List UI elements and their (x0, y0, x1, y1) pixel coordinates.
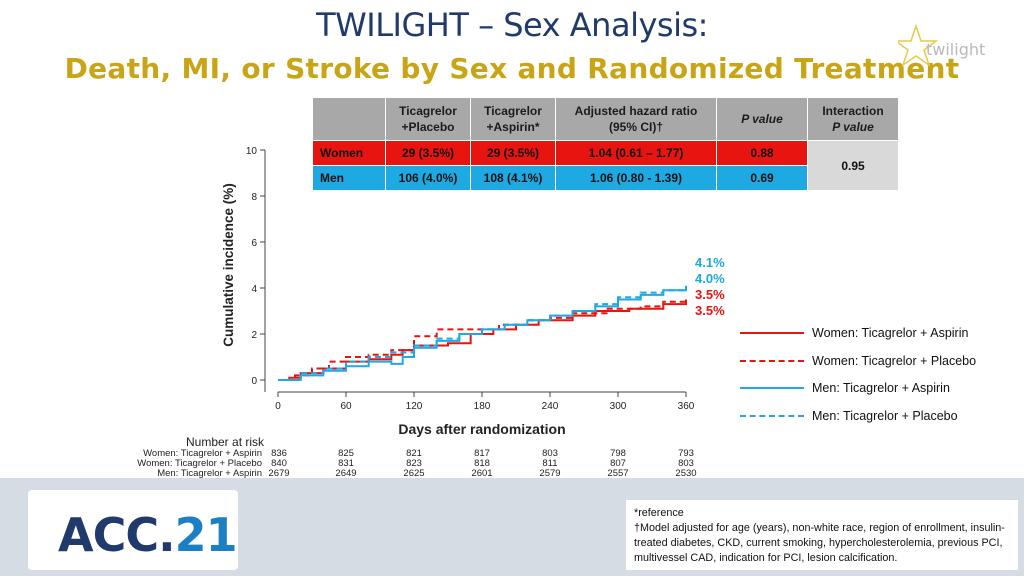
table-cell: 29 (3.5%) (386, 141, 470, 165)
end-value-label: 4.0% (695, 271, 725, 286)
table-cell: 108 (4.1%) (471, 166, 555, 190)
series-line-1 (278, 299, 687, 381)
risk-value: 2679 (268, 468, 290, 479)
y-axis-label: Cumulative incidence (%) (221, 183, 236, 347)
risk-value: 793 (678, 448, 694, 459)
risk-value: 2579 (539, 468, 561, 479)
risk-value: 2530 (675, 468, 697, 479)
end-value-label: 3.5% (695, 287, 725, 302)
risk-row-label: Men: Ticagrelor + Aspirin (157, 468, 262, 479)
x-tick-label: 120 (406, 401, 423, 412)
risk-value: 2625 (403, 468, 425, 479)
table-header-cell: Ticagrelor +Aspirin* (471, 98, 555, 140)
acc-logo-number: 21 (174, 508, 238, 562)
series-line-2 (278, 285, 687, 381)
table-header-cell: P value (717, 98, 807, 140)
acc-logo-main: ACC. (58, 508, 176, 562)
risk-value: 823 (406, 458, 422, 469)
series-line-0 (278, 299, 687, 381)
end-value-label: 3.5% (695, 303, 725, 318)
risk-value: 2557 (607, 468, 629, 479)
y-tick-label: 10 (246, 146, 258, 157)
legend-swatch (740, 359, 804, 362)
x-tick-label: 360 (678, 401, 695, 412)
table-row-women: Women 29 (3.5%) 29 (3.5%) 1.04 (0.61 – 1… (313, 141, 898, 190)
row-label: Men (313, 166, 385, 190)
legend-swatch (740, 387, 804, 389)
star-logo-icon (898, 24, 939, 67)
results-table: Ticagrelor +Placebo Ticagrelor +Aspirin* A… (312, 97, 899, 191)
risk-value: 825 (338, 448, 354, 459)
legend-item: Men: Ticagrelor + Placebo (740, 406, 958, 426)
legend-swatch (740, 414, 804, 417)
table-header-cell: Adjusted hazard ratio (95% CI)† (556, 98, 716, 140)
footnote-model: †Model adjusted for age (years), non-whi… (634, 522, 1005, 564)
risk-value: 818 (474, 458, 490, 469)
x-tick-label: 180 (474, 401, 491, 412)
risk-value: 840 (271, 458, 287, 469)
y-tick-label: 4 (251, 284, 257, 295)
table-row-men: Men 106 (4.0%) 108 (4.1%) 1.06 (0.80 - 1… (313, 166, 898, 190)
series-line-3 (278, 288, 687, 381)
interaction-p-cell: 0.95 (808, 141, 898, 190)
row-label: Women (313, 141, 385, 165)
risk-value: 836 (271, 448, 287, 459)
y-tick-label: 2 (251, 330, 257, 341)
risk-value: 817 (474, 448, 490, 459)
end-value-label: 4.1% (695, 255, 725, 270)
risk-value: 803 (542, 448, 558, 459)
table-cell: 0.88 (717, 141, 807, 165)
table-cell: 0.69 (717, 166, 807, 190)
slide-subtitle: Death, MI, or Stroke by Sex and Randomiz… (64, 52, 960, 85)
x-tick-label: 300 (610, 401, 627, 412)
y-tick-label: 8 (251, 192, 257, 203)
legend-item: Women: Ticagrelor + Aspirin (740, 323, 968, 343)
risk-value: 831 (338, 458, 354, 469)
legend-item: Women: Ticagrelor + Placebo (740, 351, 976, 371)
legend-item: Men: Ticagrelor + Aspirin (740, 378, 950, 398)
legend-label: Women: Ticagrelor + Placebo (812, 353, 977, 368)
logo-text: twilight (926, 40, 986, 59)
risk-value: 2601 (471, 468, 493, 479)
table-header-cell: Ticagrelor +Placebo (386, 98, 470, 140)
risk-value: 803 (678, 458, 694, 469)
x-tick-label: 60 (340, 401, 352, 412)
x-tick-label: 0 (275, 401, 281, 412)
y-tick-label: 6 (251, 238, 257, 249)
table-cell: 106 (4.0%) (386, 166, 470, 190)
table-header-row: Ticagrelor +Placebo Ticagrelor +Aspirin* A… (313, 98, 898, 140)
risk-table-header: Number at risk (186, 435, 265, 449)
y-tick-label: 0 (251, 376, 257, 387)
risk-value: 811 (542, 458, 558, 469)
risk-row-label: Women: Ticagrelor + Placebo (137, 458, 262, 469)
footnotes: *reference †Model adjusted for age (year… (626, 500, 1018, 570)
table-header-cell: Interaction P value (808, 98, 898, 140)
slide-title: TWILIGHT – Sex Analysis: (316, 6, 708, 44)
risk-value: 821 (406, 448, 422, 459)
legend-label: Women: Ticagrelor + Aspirin (812, 326, 969, 340)
risk-value: 798 (610, 448, 626, 459)
risk-value: 807 (610, 458, 626, 469)
table-header-empty (313, 98, 385, 140)
risk-value: 2649 (335, 468, 357, 479)
table-cell: 1.06 (0.80 - 1.39) (556, 166, 716, 190)
x-axis-label: Days after randomization (398, 421, 565, 437)
legend-swatch (740, 332, 804, 334)
footnote-reference: *reference (634, 507, 684, 519)
x-tick-label: 240 (542, 401, 559, 412)
table-cell: 1.04 (0.61 – 1.77) (556, 141, 716, 165)
acc-logo-box (28, 490, 238, 570)
acc-logo: ACC.21 (58, 508, 238, 562)
table-cell: 29 (3.5%) (471, 141, 555, 165)
legend-label: Men: Ticagrelor + Placebo (812, 408, 958, 423)
risk-row-label: Women: Ticagrelor + Aspirin (143, 448, 262, 459)
legend-label: Men: Ticagrelor + Aspirin (812, 381, 950, 395)
